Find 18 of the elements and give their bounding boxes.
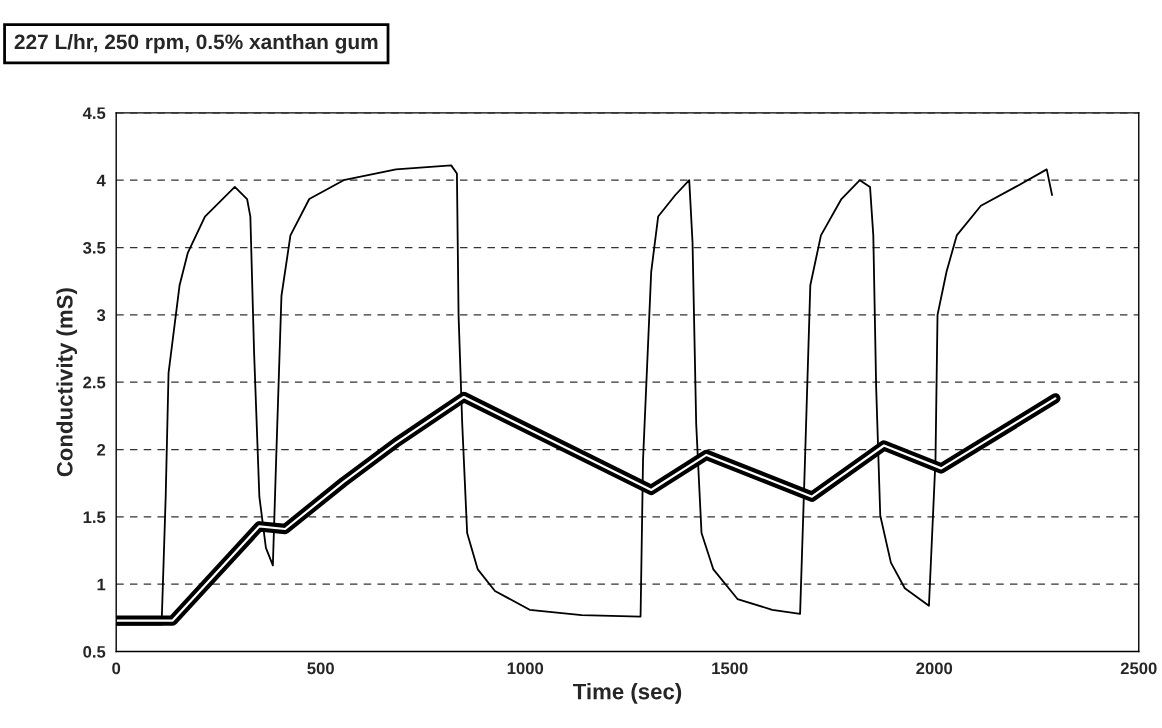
y-tick-label: 3 <box>96 309 106 322</box>
x-axis-title: Time (sec) <box>572 683 682 704</box>
x-tick-label: 1500 <box>712 662 748 675</box>
x-tick-label: 0 <box>112 662 121 675</box>
y-tick-label: 4 <box>96 174 106 187</box>
y-tick-label: 1 <box>97 578 106 591</box>
y-axis-title: Conductivity (mS) <box>56 288 78 477</box>
y-tick-label: 3.5 <box>83 241 106 254</box>
chart-title: 227 L/hr, 250 rpm, 0.5% xanthan gum <box>14 33 378 54</box>
x-tick-label: 1000 <box>507 662 544 675</box>
x-tick-label: 2000 <box>916 662 953 675</box>
y-tick-label: 1.5 <box>83 511 106 524</box>
y-tick-label: 4.5 <box>82 107 106 120</box>
y-tick-label: 2.5 <box>83 376 106 389</box>
y-tick-label: 2 <box>97 443 106 456</box>
x-tick-label: 2500 <box>1120 662 1157 675</box>
y-tick-label: 0.5 <box>83 645 106 658</box>
x-tick-label: 500 <box>307 662 334 675</box>
